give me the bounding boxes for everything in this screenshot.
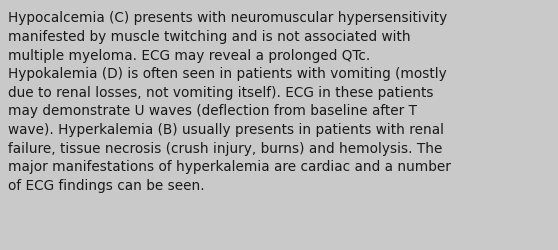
Text: Hypocalcemia (C) presents with neuromuscular hypersensitivity
manifested by musc: Hypocalcemia (C) presents with neuromusc… (8, 11, 451, 192)
